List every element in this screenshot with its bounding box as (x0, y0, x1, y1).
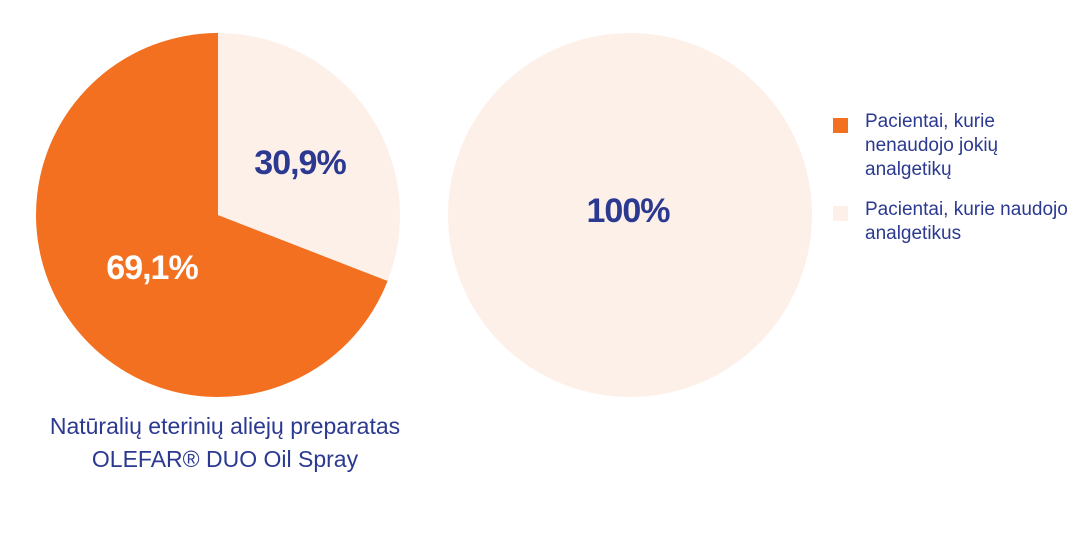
pie-slice (36, 33, 388, 397)
pie-slice (218, 33, 400, 281)
legend: Pacientai, kurie nenaudojo jokių analget… (833, 110, 1073, 262)
legend-swatch (833, 118, 848, 133)
legend-item: Pacientai, kurie naudojo analgetikus (833, 198, 1080, 246)
legend-item: Pacientai, kurie nenaudojo jokių analget… (833, 110, 1045, 182)
chart-title: Natūralių eterinių aliejų preparatas OLE… (49, 413, 401, 472)
data-label: 30,9% (254, 144, 346, 182)
pie-slice (448, 33, 812, 397)
legend-label: Pacientai, kurie naudojo analgetikus (865, 199, 1068, 244)
data-label: 69,1% (106, 249, 198, 287)
data-label: 100% (587, 192, 671, 230)
legend-label: Pacientai, kurie nenaudojo jokių analget… (865, 111, 999, 180)
legend-swatch (833, 206, 848, 221)
